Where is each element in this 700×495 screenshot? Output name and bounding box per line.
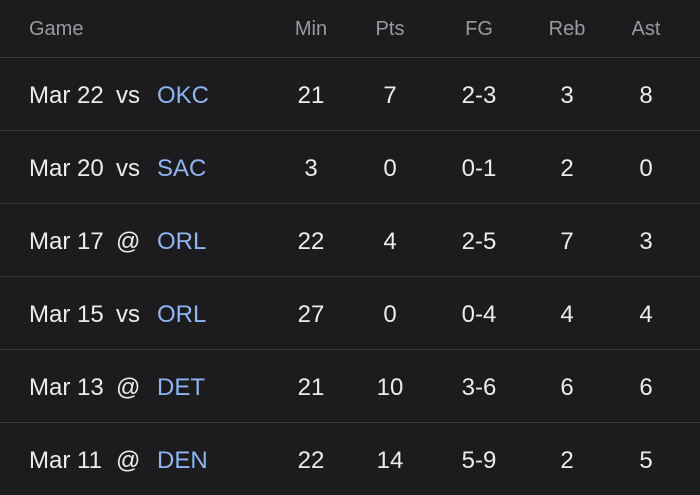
rebounds-value: 3 [560, 82, 574, 109]
assists-value: 8 [639, 82, 653, 109]
points-value: 7 [383, 82, 397, 109]
rebounds-value: 2 [560, 447, 574, 474]
rebounds-value: 4 [560, 301, 574, 328]
table-row: Mar 15 vs ORL 27 0 0-4 4 4 [0, 277, 700, 350]
minutes-value: 21 [297, 82, 325, 109]
header-game: Game [29, 18, 84, 40]
minutes-value: 22 [297, 447, 325, 474]
field-goals-value: 2-3 [461, 82, 497, 109]
opponent-link[interactable]: ORL [157, 301, 207, 328]
opponent-link[interactable]: SAC [157, 155, 207, 182]
table-row: Mar 20 vs SAC 3 0 0-1 2 0 [0, 131, 700, 204]
points-value: 0 [383, 301, 397, 328]
minutes-value: 3 [304, 155, 318, 182]
minutes-value: 27 [297, 301, 325, 328]
header-reb: Reb [548, 18, 586, 40]
game-date: Mar 11 [29, 447, 102, 474]
points-value: 0 [383, 155, 397, 182]
assists-value: 4 [639, 301, 653, 328]
header-ast: Ast [631, 18, 661, 40]
game-location: vs [116, 82, 140, 109]
table-header: Game Min Pts FG Reb Ast [0, 0, 700, 58]
game-date: Mar 17 [29, 228, 104, 255]
assists-value: 5 [639, 447, 653, 474]
field-goals-value: 3-6 [461, 374, 497, 401]
header-fg: FG [465, 18, 493, 40]
opponent-link[interactable]: DEN [157, 447, 208, 474]
field-goals-value: 0-4 [461, 301, 497, 328]
game-location: vs [116, 301, 140, 328]
table-row: Mar 11 @ DEN 22 14 5-9 2 5 [0, 423, 700, 495]
game-date: Mar 20 [29, 155, 104, 182]
table-row: Mar 13 @ DET 21 10 3-6 6 6 [0, 350, 700, 423]
points-value: 4 [383, 228, 397, 255]
game-date: Mar 13 [29, 374, 104, 401]
opponent-link[interactable]: OKC [157, 82, 210, 109]
assists-value: 3 [639, 228, 653, 255]
header-pts: Pts [375, 18, 405, 40]
game-date: Mar 22 [29, 82, 104, 109]
field-goals-value: 0-1 [461, 155, 497, 182]
table-row: Mar 22 vs OKC 21 7 2-3 3 8 [0, 58, 700, 131]
game-location: @ [116, 374, 141, 401]
rebounds-value: 2 [560, 155, 574, 182]
game-date: Mar 15 [29, 301, 104, 328]
game-location: @ [116, 228, 141, 255]
rebounds-value: 6 [560, 374, 574, 401]
assists-value: 6 [639, 374, 653, 401]
points-value: 14 [376, 447, 404, 474]
points-value: 10 [376, 374, 404, 401]
minutes-value: 21 [297, 374, 325, 401]
opponent-link[interactable]: DET [157, 374, 205, 401]
game-location: @ [116, 447, 141, 474]
field-goals-value: 2-5 [461, 228, 497, 255]
game-location: vs [116, 155, 140, 182]
field-goals-value: 5-9 [461, 447, 497, 474]
rebounds-value: 7 [560, 228, 574, 255]
table-row: Mar 17 @ ORL 22 4 2-5 7 3 [0, 204, 700, 277]
assists-value: 0 [639, 155, 653, 182]
opponent-link[interactable]: ORL [157, 228, 207, 255]
header-min: Min [294, 18, 328, 40]
minutes-value: 22 [297, 228, 325, 255]
